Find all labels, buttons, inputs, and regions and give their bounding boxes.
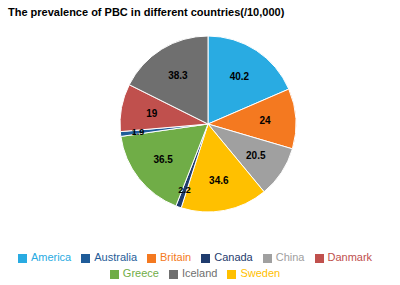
html-text:Iceland: Iceland xyxy=(181,267,218,279)
html-text:America: America xyxy=(30,251,72,263)
svg-text:40.2: 40.2 xyxy=(230,71,250,82)
html-text:Canada: Canada xyxy=(214,251,253,263)
html-text:China: China xyxy=(275,251,305,263)
svg-text:38.3: 38.3 xyxy=(168,70,188,81)
svg-text:19: 19 xyxy=(146,108,158,119)
html-text:Greece: Greece xyxy=(122,267,159,279)
svg-text:2.2: 2.2 xyxy=(178,185,191,195)
svg-text:20.5: 20.5 xyxy=(246,150,266,161)
svg-text:1.9: 1.9 xyxy=(132,127,145,137)
html-text:Danmark: Danmark xyxy=(327,251,373,263)
html-text:Britain: Britain xyxy=(160,251,192,263)
svg-text:34.6: 34.6 xyxy=(209,175,229,186)
html-text:Australia: Australia xyxy=(94,251,137,263)
html-text:The prevalence of PBC in diffe: The prevalence of PBC in different count… xyxy=(8,6,285,18)
html-text:Sweden: Sweden xyxy=(240,267,281,279)
svg-text:36.5: 36.5 xyxy=(153,154,173,165)
svg-text:24: 24 xyxy=(260,115,272,126)
